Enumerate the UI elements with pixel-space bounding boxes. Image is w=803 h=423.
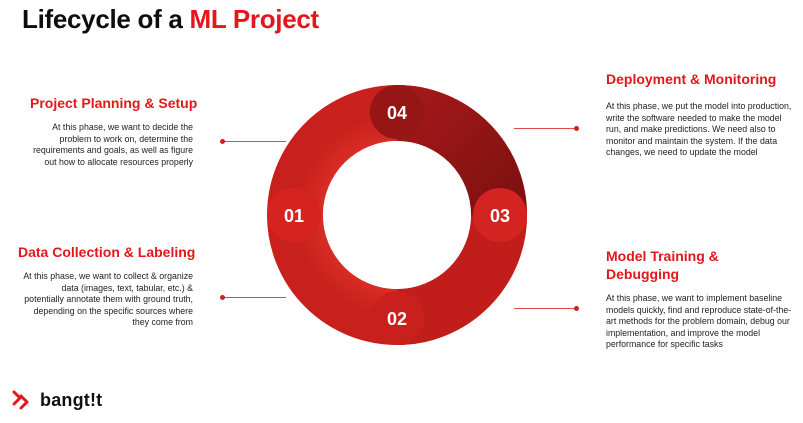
title-accent: ML Project <box>189 4 319 34</box>
stage-02-heading: Data Collection & Labeling <box>18 244 196 260</box>
stage-03-connector <box>514 308 578 309</box>
stage-03-badge <box>473 188 527 242</box>
stage-01-number: 01 <box>284 206 304 226</box>
stage-04-badge <box>370 85 424 139</box>
stage-02-description: At this phase, we want to collect & orga… <box>23 271 193 327</box>
stage-03-number: 03 <box>490 206 510 226</box>
stage-02-connector-dot <box>220 295 225 300</box>
stage-02-badge <box>370 291 424 345</box>
stage-01-description: At this phase, we want to decide the pro… <box>33 122 193 167</box>
title-prefix: Lifecycle of a <box>22 4 190 34</box>
stage-03-connector-dot <box>574 306 579 311</box>
stage-01-connector-dot <box>220 139 225 144</box>
logo-text: bangt!t <box>40 389 103 410</box>
stage-02-connector <box>222 297 286 298</box>
stage-02-number: 02 <box>387 309 407 329</box>
stage-01-connector <box>222 141 286 142</box>
bangkit-logo-icon <box>12 390 29 410</box>
stage-04-number: 04 <box>387 103 407 123</box>
page-title: Lifecycle of a ML Project <box>22 4 319 35</box>
stage-04-heading: Deployment & Monitoring <box>606 71 777 87</box>
stage-03-heading: Model Training & Debugging <box>606 248 719 282</box>
brand-logo: bangt!t <box>12 389 102 411</box>
stage-01-heading: Project Planning & Setup <box>30 95 198 111</box>
stage-04-description: At this phase, we put the model into pro… <box>606 101 792 157</box>
stage-03-description: At this phase, we want to implement base… <box>606 293 792 349</box>
stage-04-connector <box>514 128 578 129</box>
lifecycle-ring: 01 02 03 04 <box>267 85 527 345</box>
stage-01-badge <box>267 188 321 242</box>
stage-04-connector-dot <box>574 126 579 131</box>
ring-center <box>323 141 471 289</box>
